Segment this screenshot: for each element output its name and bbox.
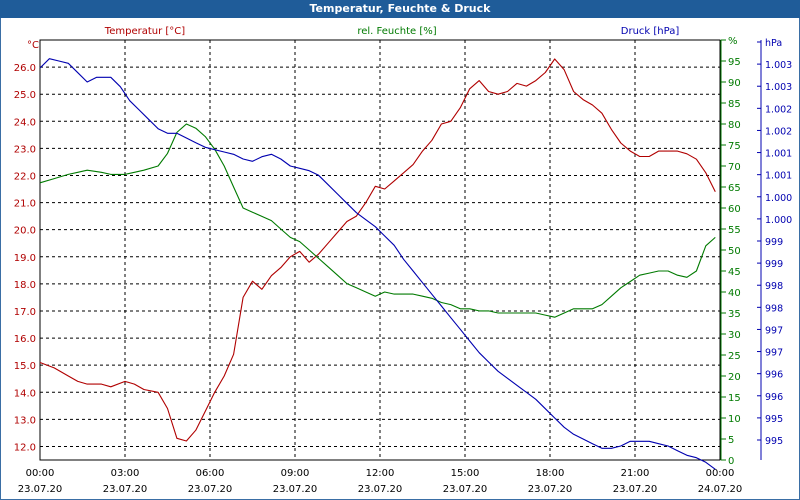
series-line-pressure	[39, 58, 716, 470]
pressure-axis-label: Druck [hPa]	[621, 26, 680, 37]
pressure-tick: 995	[765, 436, 783, 447]
chart-title: Temperatur, Feuchte & Druck	[0, 0, 800, 18]
humidity-tick: 75	[728, 141, 741, 152]
humidity-tick: 85	[728, 99, 741, 110]
pressure-tick: 999	[765, 259, 783, 270]
humidity-tick: 80	[728, 120, 741, 131]
humidity-tick: 10	[728, 414, 741, 425]
humidity-tick: 40	[728, 288, 741, 299]
temperature-tick: 14.0	[14, 388, 36, 399]
humidity-tick: 25	[728, 351, 741, 362]
x-tick-date: 23.07.20	[613, 484, 658, 495]
pressure-tick: 1.002	[765, 126, 792, 137]
x-tick-time: 00:00	[706, 468, 735, 479]
temperature-tick: 17.0	[14, 307, 36, 318]
time-axis-ticks: 00:00 23.07.20 03:00 23.07.20 06:00 23.07.20 0…	[18, 468, 743, 495]
temperature-tick: 12.0	[14, 442, 36, 453]
pressure-axis-ticks: 995 995 996 996 997 997 998 998 999 999 1.000 1.000…	[757, 38, 792, 460]
x-tick-date: 24.07.20	[698, 484, 743, 495]
x-tick-date: 23.07.20	[188, 484, 233, 495]
pressure-tick: 1.003	[765, 60, 792, 71]
temperature-unit: °C	[27, 40, 39, 51]
humidity-tick: 0	[728, 456, 734, 467]
x-tick-date: 23.07.20	[358, 484, 403, 495]
pressure-tick: 1.002	[765, 104, 792, 115]
humidity-tick: 20	[728, 372, 741, 383]
x-tick-date: 23.07.20	[273, 484, 318, 495]
humidity-tick: 30	[728, 330, 741, 341]
vertical-gridlines	[124, 40, 636, 460]
pressure-tick: 997	[765, 348, 783, 359]
humidity-tick: %	[728, 36, 738, 47]
pressure-tick: 1.003	[765, 82, 792, 93]
temperature-tick: 22.0	[14, 171, 36, 182]
pressure-tick: 1.001	[765, 171, 792, 182]
humidity-tick: 35	[728, 309, 741, 320]
data-series	[39, 58, 716, 470]
humidity-tick: 60	[728, 204, 741, 215]
pressure-tick: 998	[765, 281, 783, 292]
temperature-axis-label: Temperatur [°C]	[104, 26, 185, 37]
humidity-tick: 95	[728, 57, 741, 68]
humidity-axis-ticks: 0 5 10 15 20 25 30 35 40 45 50 55 60 65 70 75 80 85 90 95%	[720, 36, 741, 467]
humidity-axis-label: rel. Feuchte [%]	[357, 26, 436, 37]
temperature-tick: 26.0	[14, 63, 36, 74]
series-line-temperature	[39, 58, 716, 442]
x-tick-time: 03:00	[111, 468, 140, 479]
temperature-tick: 15.0	[14, 361, 36, 372]
x-tick-date: 23.07.20	[18, 484, 63, 495]
pressure-tick: 1.000	[765, 215, 792, 226]
pressure-tick: 997	[765, 325, 783, 336]
x-tick-time: 09:00	[281, 468, 310, 479]
x-tick-time: 21:00	[621, 468, 650, 479]
x-tick-date: 23.07.20	[103, 484, 148, 495]
temperature-tick: 23.0	[14, 144, 36, 155]
temperature-axis-ticks: 12.0 13.0 14.0 15.0 16.0 17.0 18.0 19.0 20.0 21.0…	[14, 63, 36, 453]
temperature-tick: 21.0	[14, 199, 36, 210]
pressure-tick: 998	[765, 303, 783, 314]
x-tick-time: 15:00	[451, 468, 480, 479]
pressure-tick: 996	[765, 370, 783, 381]
x-tick-time: 12:00	[366, 468, 395, 479]
x-tick-date: 23.07.20	[443, 484, 488, 495]
pressure-tick: 1.000	[765, 193, 792, 204]
x-tick-time: 00:00	[26, 468, 55, 479]
humidity-tick: 90	[728, 78, 741, 89]
humidity-tick: 65	[728, 183, 741, 194]
humidity-tick: 50	[728, 246, 741, 257]
temperature-tick: 13.0	[14, 415, 36, 426]
humidity-tick: 70	[728, 162, 741, 173]
humidity-tick: 55	[728, 225, 741, 236]
pressure-tick: hPa	[765, 38, 782, 49]
temperature-tick: 18.0	[14, 280, 36, 291]
temperature-tick: 20.0	[14, 226, 36, 237]
pressure-tick: 1.001	[765, 149, 792, 160]
humidity-tick: 5	[728, 435, 734, 446]
temperature-tick: 25.0	[14, 90, 36, 101]
humidity-tick: 15	[728, 393, 741, 404]
temperature-tick: 24.0	[14, 117, 36, 128]
humidity-tick: 45	[728, 267, 741, 278]
x-tick-date: 23.07.20	[528, 484, 573, 495]
pressure-tick: 995	[765, 414, 783, 425]
series-line-humidity	[39, 123, 716, 318]
x-tick-time: 06:00	[196, 468, 225, 479]
temperature-tick: 16.0	[14, 334, 36, 345]
pressure-tick: 996	[765, 392, 783, 403]
pressure-tick: 999	[765, 237, 783, 248]
x-tick-time: 18:00	[536, 468, 565, 479]
temperature-tick: 19.0	[14, 253, 36, 264]
